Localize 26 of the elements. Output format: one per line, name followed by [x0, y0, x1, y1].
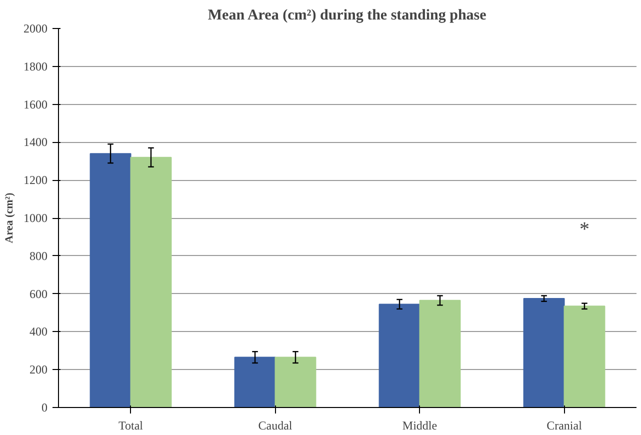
bar: [130, 156, 172, 408]
y-tick-label: 0: [42, 400, 48, 414]
x-tick-label: Caudal: [258, 418, 293, 432]
y-tick-label: 1000: [24, 211, 48, 225]
y-tick-label: 1800: [24, 59, 48, 74]
bar: [419, 300, 461, 408]
y-tick-label: 800: [30, 248, 48, 263]
y-tick-label: 2000: [24, 22, 48, 36]
x-tick-label: Cranial: [546, 418, 583, 432]
annotation: *: [579, 218, 590, 240]
bar: [234, 356, 276, 408]
y-tick-label: 1200: [24, 173, 48, 188]
bar: [564, 306, 606, 408]
y-tick-label: 1600: [24, 97, 48, 112]
bar: [523, 298, 565, 408]
y-tick-label: 200: [30, 362, 48, 377]
y-tick-label: 1400: [24, 135, 48, 150]
y-tick-label: 400: [30, 324, 48, 339]
y-tick-label: 600: [30, 286, 48, 301]
x-tick-label: Middle: [402, 418, 438, 432]
bar: [378, 304, 420, 408]
chart-title: Mean Area (cm²) during the standing phase: [208, 8, 487, 24]
bar: [90, 153, 132, 408]
y-axis-title: Area (cm²): [4, 192, 16, 244]
bar: [274, 356, 316, 408]
x-tick-label: Total: [118, 418, 144, 432]
